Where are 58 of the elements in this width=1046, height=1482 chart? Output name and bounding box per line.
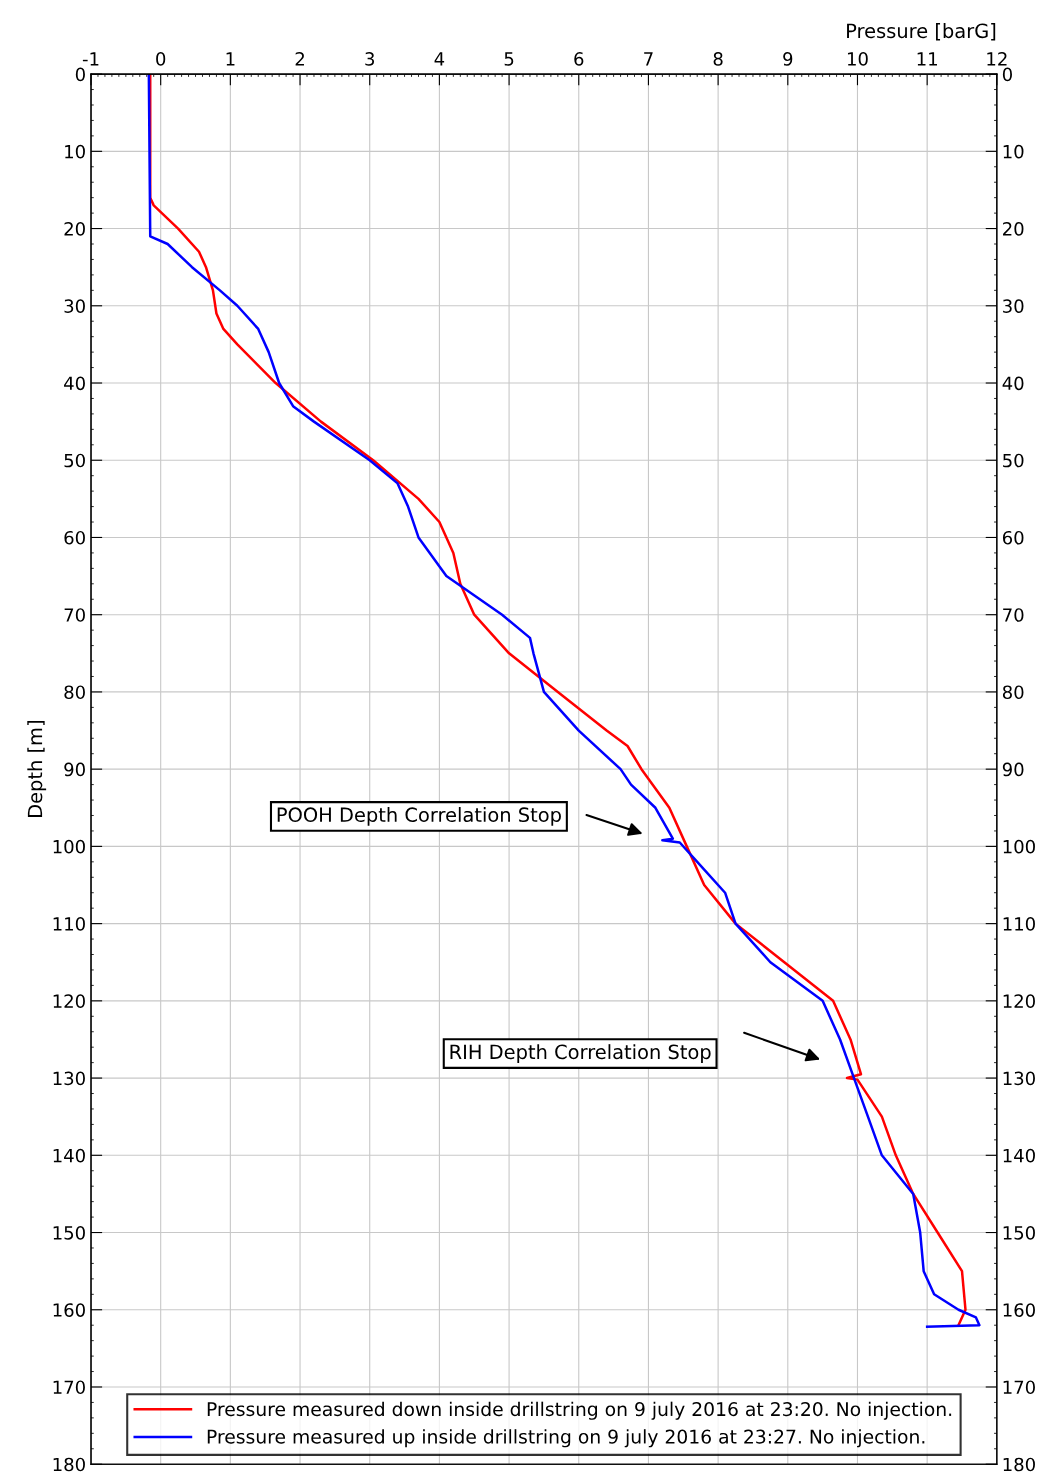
y-tick-label: 60 (64, 530, 85, 545)
y-tick-label: 90 (64, 762, 85, 777)
y2-tick-label: 0 (1002, 67, 1012, 82)
y-tick-label: 20 (64, 222, 85, 236)
y2-tick-label: 80 (1002, 685, 1024, 700)
x-tick-label: 8 (713, 52, 723, 66)
y-tick-label: 130 (53, 1071, 85, 1086)
x-tick-label: 12 (987, 52, 1007, 66)
y2-tick-label: 110 (1003, 917, 1035, 931)
x-tick-label: -1 (82, 52, 99, 66)
y2-tick-label: 60 (1002, 530, 1024, 545)
y-tick-label: 0 (75, 67, 85, 82)
y-tick-label: 120 (53, 994, 85, 1008)
x-tick-label: 3 (365, 52, 375, 66)
y2-tick-label: 130 (1003, 1071, 1035, 1086)
x-tick-label: 10 (847, 52, 868, 66)
x-tick-label: 7 (644, 52, 653, 66)
y-tick-label: 10 (65, 144, 85, 159)
legend-label: Pressure measured up inside drillstring on 9 july 2016 at 23:27. No injection. (207, 1429, 925, 1448)
x-tick-label: 0 (156, 52, 166, 66)
y-tick-label: 150 (53, 1225, 85, 1240)
y-tick-label: 170 (53, 1380, 85, 1395)
y-tick-label: 40 (64, 376, 85, 391)
y2-tick-label: 100 (1003, 839, 1035, 854)
x-tick-label: 5 (504, 52, 514, 66)
y-tick-label: 80 (64, 685, 85, 700)
annotation: POOH Depth Correlation Stop (277, 807, 561, 826)
annotation: RIH Depth Correlation Stop (450, 1044, 711, 1063)
y-tick-label: 70 (64, 608, 85, 622)
x-tick-label: 4 (434, 52, 445, 66)
y2-tick-label: 150 (1003, 1225, 1035, 1240)
y2-tick-label: 40 (1002, 376, 1024, 391)
x-tick-label: 11 (917, 52, 937, 66)
y2-tick-label: 30 (1003, 299, 1024, 313)
y2-tick-label: 140 (1003, 1148, 1035, 1163)
x-tick-label: 9 (783, 52, 793, 66)
y2-tick-label: 70 (1003, 608, 1024, 622)
y2-tick-label: 160 (1003, 1303, 1035, 1317)
y-tick-label: 180 (53, 1457, 85, 1472)
y2-tick-label: 170 (1003, 1380, 1035, 1395)
x-tick-label: 1 (226, 52, 235, 66)
y2-tick-label: 90 (1002, 762, 1024, 777)
y-axis-title: Depth [m] (27, 721, 47, 818)
legend-label: Pressure measured down inside drillstring on 9 july 2016 at 23:20. No injection. (207, 1401, 952, 1420)
x-axis-title: Pressure [barG] (847, 23, 996, 41)
x-tick-label: 2 (295, 52, 304, 66)
y2-tick-label: 50 (1003, 453, 1024, 468)
y2-tick-label: 20 (1003, 222, 1024, 236)
y2-tick-label: 10 (1003, 144, 1024, 159)
y-tick-label: 110 (53, 917, 85, 931)
y-tick-label: 50 (64, 453, 85, 468)
y-tick-label: 140 (53, 1148, 85, 1163)
y-tick-label: 160 (53, 1303, 85, 1317)
x-tick-label: 6 (574, 52, 584, 66)
y-tick-label: 100 (53, 839, 85, 854)
y2-tick-label: 180 (1003, 1457, 1035, 1472)
y-tick-label: 30 (64, 299, 85, 313)
y2-tick-label: 120 (1003, 994, 1035, 1008)
